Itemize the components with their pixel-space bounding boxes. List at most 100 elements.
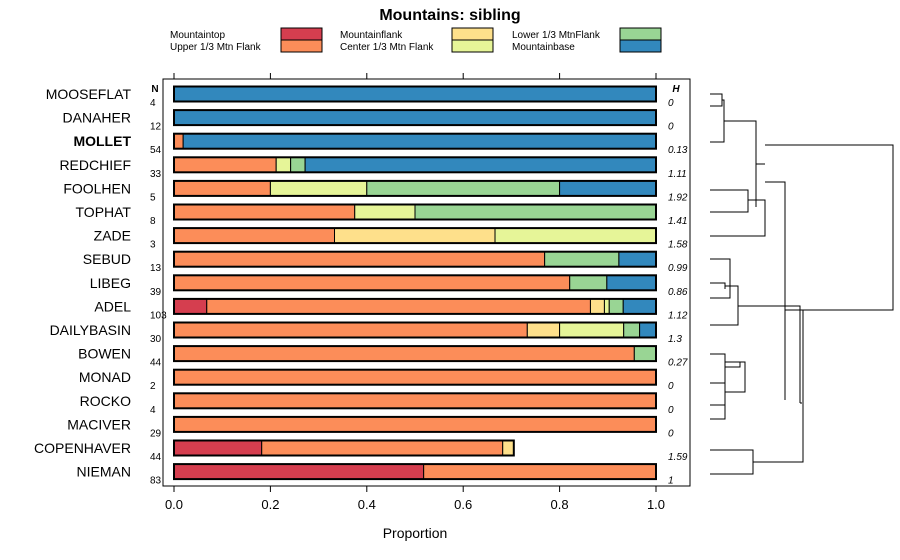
legend-label: Lower 1/3 MtnFlank <box>512 30 601 41</box>
bar-segment <box>633 345 657 362</box>
category-label: ROCKO <box>80 393 131 409</box>
bar-segment <box>334 227 496 244</box>
h-value: 1.3 <box>668 334 682 345</box>
legend-label: Mountainflank <box>340 30 403 41</box>
n-value: 4 <box>150 98 156 109</box>
bar-outline <box>173 109 657 127</box>
bar-outline <box>173 85 657 103</box>
bar-outline <box>173 321 657 339</box>
legend-label: Upper 1/3 Mtn Flank <box>170 42 262 53</box>
h-value: 1.59 <box>668 452 688 463</box>
x-tick-label: 0.8 <box>551 497 569 512</box>
h-value: 1.11 <box>668 169 687 180</box>
bar-outline <box>173 179 657 197</box>
bar-segment <box>173 109 657 126</box>
bar-segment <box>603 298 610 315</box>
bar-segment <box>622 298 657 315</box>
bar-segment <box>173 440 263 456</box>
bar-segment <box>173 369 657 386</box>
h-value: 0 <box>668 381 674 392</box>
category-label: MONAD <box>79 369 131 385</box>
x-axis-label: Proportion <box>383 525 448 541</box>
bar-segment <box>423 463 657 480</box>
h-value: 0 <box>668 428 674 439</box>
bar-segment <box>173 86 657 102</box>
bar-row-redchief: REDCHIEF 33 1.11 <box>59 156 687 180</box>
bar-row-rocko: ROCKO 4 0 <box>80 392 674 416</box>
n-value: 29 <box>150 428 162 439</box>
dendrogram <box>710 93 894 475</box>
bar-outline <box>173 274 657 292</box>
n-value: 33 <box>150 169 162 180</box>
n-value: 4 <box>150 405 156 416</box>
bar-segment <box>559 322 625 338</box>
n-value: 54 <box>150 145 162 156</box>
bar-segment <box>173 251 546 268</box>
legend-swatch <box>451 27 494 41</box>
x-tick-label: 0.0 <box>165 497 183 512</box>
h-value: 1.12 <box>668 310 688 321</box>
category-label: BOWEN <box>78 346 131 362</box>
dendrogram-branches <box>710 93 894 475</box>
n-value: 12 <box>150 122 162 133</box>
bar-segment <box>589 298 605 315</box>
category-label: NIEMAN <box>77 464 131 480</box>
bar-segment <box>173 180 271 197</box>
category-label: TOPHAT <box>76 204 132 220</box>
bar-segment <box>173 227 336 244</box>
bar-segment <box>544 251 620 268</box>
bar-segment <box>206 298 591 315</box>
top-ticks <box>173 73 657 79</box>
bar-segment <box>304 156 657 173</box>
category-label: LIBEG <box>90 275 131 291</box>
h-value: 0 <box>668 122 674 133</box>
bar-outline <box>173 415 657 433</box>
category-label: SEBUD <box>83 251 131 267</box>
h-value: 1.92 <box>668 192 688 203</box>
n-value: 30 <box>150 334 162 345</box>
category-label: DAILYBASIN <box>50 322 131 338</box>
bar-segment <box>290 156 306 173</box>
category-label: DANAHER <box>63 110 131 126</box>
bar-segment <box>173 204 356 220</box>
category-label: MOLLET <box>73 133 131 149</box>
legend-swatch <box>280 27 323 41</box>
bar-segment <box>639 322 657 338</box>
bar-row-maciver: MACIVER 29 0 <box>67 415 674 439</box>
bar-row-nieman: NIEMAN 83 1 <box>77 463 674 487</box>
legend-swatch <box>619 39 662 53</box>
bar-segment <box>569 274 608 291</box>
legend-label: Mountaintop <box>170 30 225 41</box>
bar-outline <box>173 297 657 315</box>
bar-row-libeg: LIBEG 39 0.86 <box>90 274 688 298</box>
bar-segment <box>608 298 624 315</box>
n-value: 5 <box>150 192 156 203</box>
plot-frame <box>162 78 691 487</box>
h-value: 1.41 <box>668 216 687 227</box>
n-value: 8 <box>150 216 156 227</box>
category-label: MOOSEFLAT <box>46 86 132 102</box>
n-value: 83 <box>150 476 162 487</box>
bar-row-foolhen: FOOLHEN 5 1.92 <box>63 179 688 203</box>
bar-segment <box>261 440 504 456</box>
bar-segment <box>366 180 561 197</box>
bar-row-tophat: TOPHAT 8 1.41 <box>76 203 687 227</box>
category-label: REDCHIEF <box>59 157 131 173</box>
bar-segment <box>173 298 208 315</box>
bar-segment <box>173 322 528 338</box>
bar-row-adel: ADEL 103 1.12 <box>94 297 688 321</box>
bar-segment <box>606 274 657 291</box>
h-value: 0.13 <box>668 145 688 156</box>
bar-segment <box>173 463 425 480</box>
legend-swatch <box>619 27 662 41</box>
bar-row-mollet: MOLLET 54 0.13 <box>73 132 688 156</box>
n-value: 44 <box>150 452 162 463</box>
h-value: 0 <box>668 98 674 109</box>
legend-swatch <box>451 39 494 53</box>
bar-outline <box>173 368 657 386</box>
x-tick-label: 0.4 <box>358 497 376 512</box>
bar-row-zade: ZADE 3 1.58 <box>94 227 688 251</box>
n-value: 3 <box>150 240 156 251</box>
legend-label: Mountainbase <box>512 42 575 53</box>
